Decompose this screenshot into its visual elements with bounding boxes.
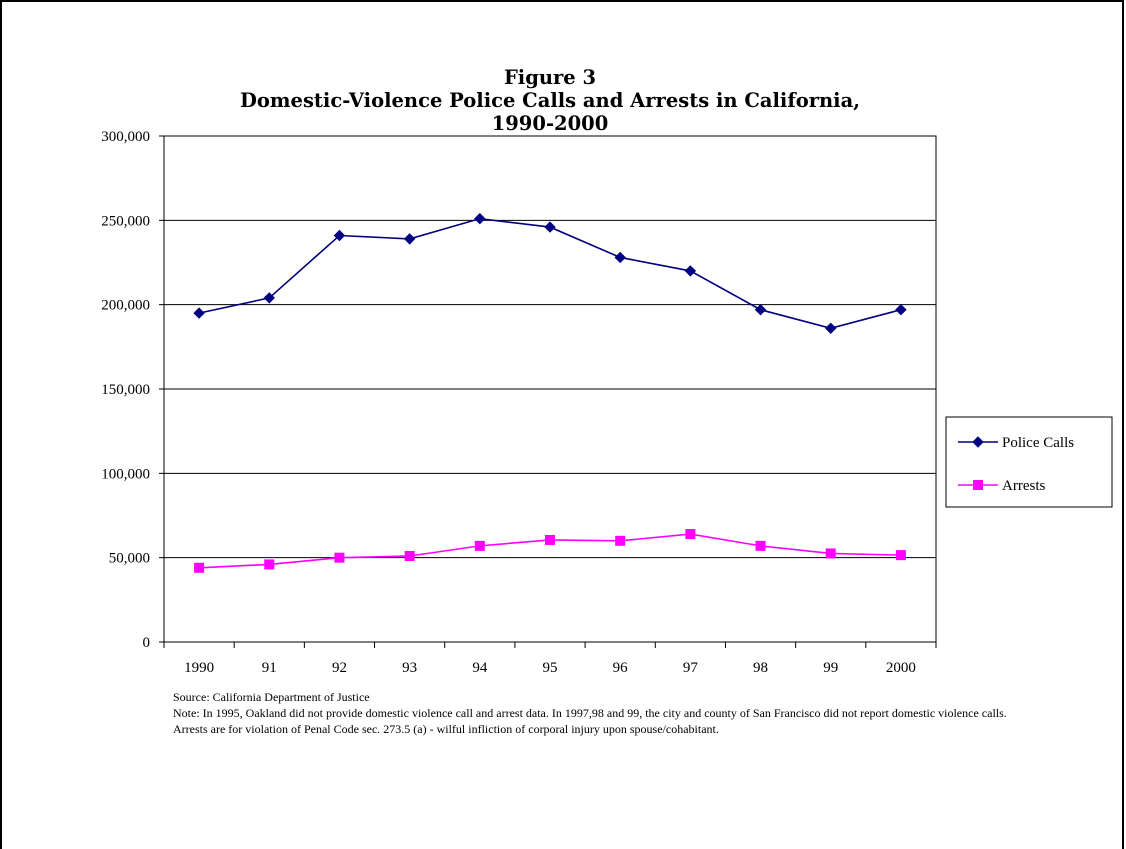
police-calls-point [614, 251, 626, 264]
arrests-point [194, 562, 205, 573]
police-calls-point [263, 292, 275, 304]
legend [945, 416, 1113, 508]
legend-marker-police-calls [972, 436, 984, 448]
arrests-point [825, 548, 836, 559]
chart-title: Figure 3 Domestic-Violence Police Calls … [160, 66, 940, 135]
police-calls-point [474, 212, 486, 225]
arrests-point [545, 534, 555, 545]
police-calls-point [825, 322, 837, 334]
arrests-point [264, 559, 275, 570]
x-tick-label: 91 [262, 660, 277, 676]
legend-label-arrests: Arrests [1002, 478, 1045, 494]
police-calls-point [544, 221, 556, 233]
arrests-point [615, 535, 626, 546]
x-tick-label: 93 [402, 660, 417, 676]
chart-title-line-3: 1990-2000 [491, 112, 609, 135]
chart-notes: Source: California Department of Justice… [173, 689, 1113, 737]
y-tick-label: 100,000 [101, 466, 150, 482]
arrests-point [404, 550, 415, 561]
x-tick-label: 99 [823, 660, 838, 676]
chart-title-line-2: Domestic-Violence Police Calls and Arres… [239, 89, 861, 112]
x-tick-label: 94 [472, 660, 488, 676]
police-calls-point [684, 265, 697, 277]
legend-label-police-calls: Police Calls [1002, 435, 1074, 451]
police-calls-point [403, 233, 416, 245]
x-tick-label: 1990 [184, 660, 214, 676]
arrests-point [474, 540, 485, 551]
arrests-point [895, 550, 906, 561]
chart-title-line-1: Figure 3 [503, 66, 597, 89]
police-calls-point [895, 304, 907, 316]
source-note: Source: California Department of Justice [173, 690, 370, 704]
arrests-point [755, 540, 766, 551]
y-tick-label: 250,000 [101, 213, 150, 229]
y-tick-label: 300,000 [101, 129, 150, 145]
police-calls-point [193, 307, 205, 319]
x-tick-label: 97 [683, 660, 699, 676]
y-tick-label: 150,000 [101, 382, 150, 398]
x-tick-label: 95 [543, 660, 558, 676]
arrests-point [334, 552, 345, 563]
x-tick-label: 2000 [886, 660, 916, 676]
police-calls-point [333, 229, 346, 242]
y-tick-label: 0 [143, 635, 151, 651]
x-tick-label: 92 [332, 660, 347, 676]
arrests-point [685, 529, 696, 540]
x-tick-label: 96 [613, 660, 629, 676]
x-tick-label: 98 [753, 660, 768, 676]
data-note: Note: In 1995, Oakland did not provide d… [173, 706, 1007, 720]
legend-marker-arrests [973, 480, 983, 490]
y-tick-label: 50,000 [109, 551, 150, 567]
police-calls-line [198, 217, 902, 330]
arrests-note: Arrests are for violation of Penal Code … [173, 722, 719, 736]
police-calls-point [754, 304, 767, 316]
y-tick-label: 200,000 [101, 298, 150, 314]
